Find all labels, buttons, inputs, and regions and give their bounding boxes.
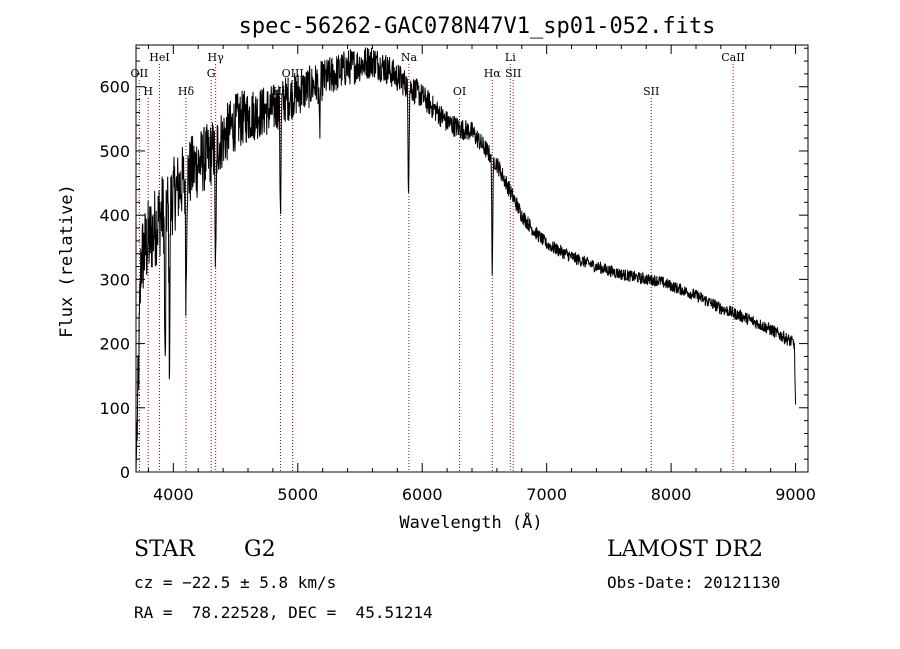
x-tick-label: 5000: [277, 485, 318, 504]
line-marker-label: SII: [643, 85, 659, 98]
coordinates: RA = 78.22528, DEC = 45.51214: [134, 603, 433, 622]
x-tick-label: 7000: [526, 485, 567, 504]
chart-title: spec-56262-GAC078N47V1_sp01-052.fits: [239, 14, 716, 39]
x-axis-label: Wavelength (Å): [399, 511, 542, 533]
y-tick-label: 0: [120, 463, 130, 482]
line-marker-label: HeI: [149, 51, 169, 64]
object-subclass: G2: [244, 537, 276, 562]
line-marker-label: Li: [505, 51, 516, 64]
line-marker-label: G: [207, 67, 216, 80]
y-tick-label: 500: [99, 142, 130, 161]
y-tick-label: 300: [99, 270, 130, 289]
x-tick-label: 6000: [402, 485, 443, 504]
survey-name: LAMOST DR2: [607, 537, 763, 562]
line-marker-label: OIII: [282, 67, 304, 80]
obs-date: Obs-Date: 20121130: [607, 573, 780, 592]
line-marker-label: Hγ: [208, 51, 225, 64]
y-tick-label: 600: [99, 78, 130, 97]
redshift-readout: cz = −22.5 ± 5.8 km/s: [134, 573, 336, 592]
y-axis-label: Flux (relative): [57, 184, 77, 338]
object-class: STAR: [134, 537, 195, 562]
y-tick-label: 100: [99, 399, 130, 418]
line-marker-label: Na: [401, 51, 418, 64]
axis-ticks: 4000 5000 6000 7000 8000 9000 0 100 200 300 400 500…: [99, 45, 815, 504]
x-tick-label: 8000: [651, 485, 692, 504]
line-marker-label: SII: [505, 67, 521, 80]
line-marker-label: OI: [453, 85, 466, 98]
spectrum-line: [136, 48, 796, 473]
line-marker-label: Hδ: [178, 85, 195, 98]
x-tick-label: 4000: [153, 485, 194, 504]
x-tick-label: 9000: [775, 485, 816, 504]
y-tick-label: 200: [99, 335, 130, 354]
line-marker-label: CaII: [721, 51, 745, 64]
y-tick-label: 400: [99, 206, 130, 225]
line-marker-label: Hα: [484, 67, 502, 80]
